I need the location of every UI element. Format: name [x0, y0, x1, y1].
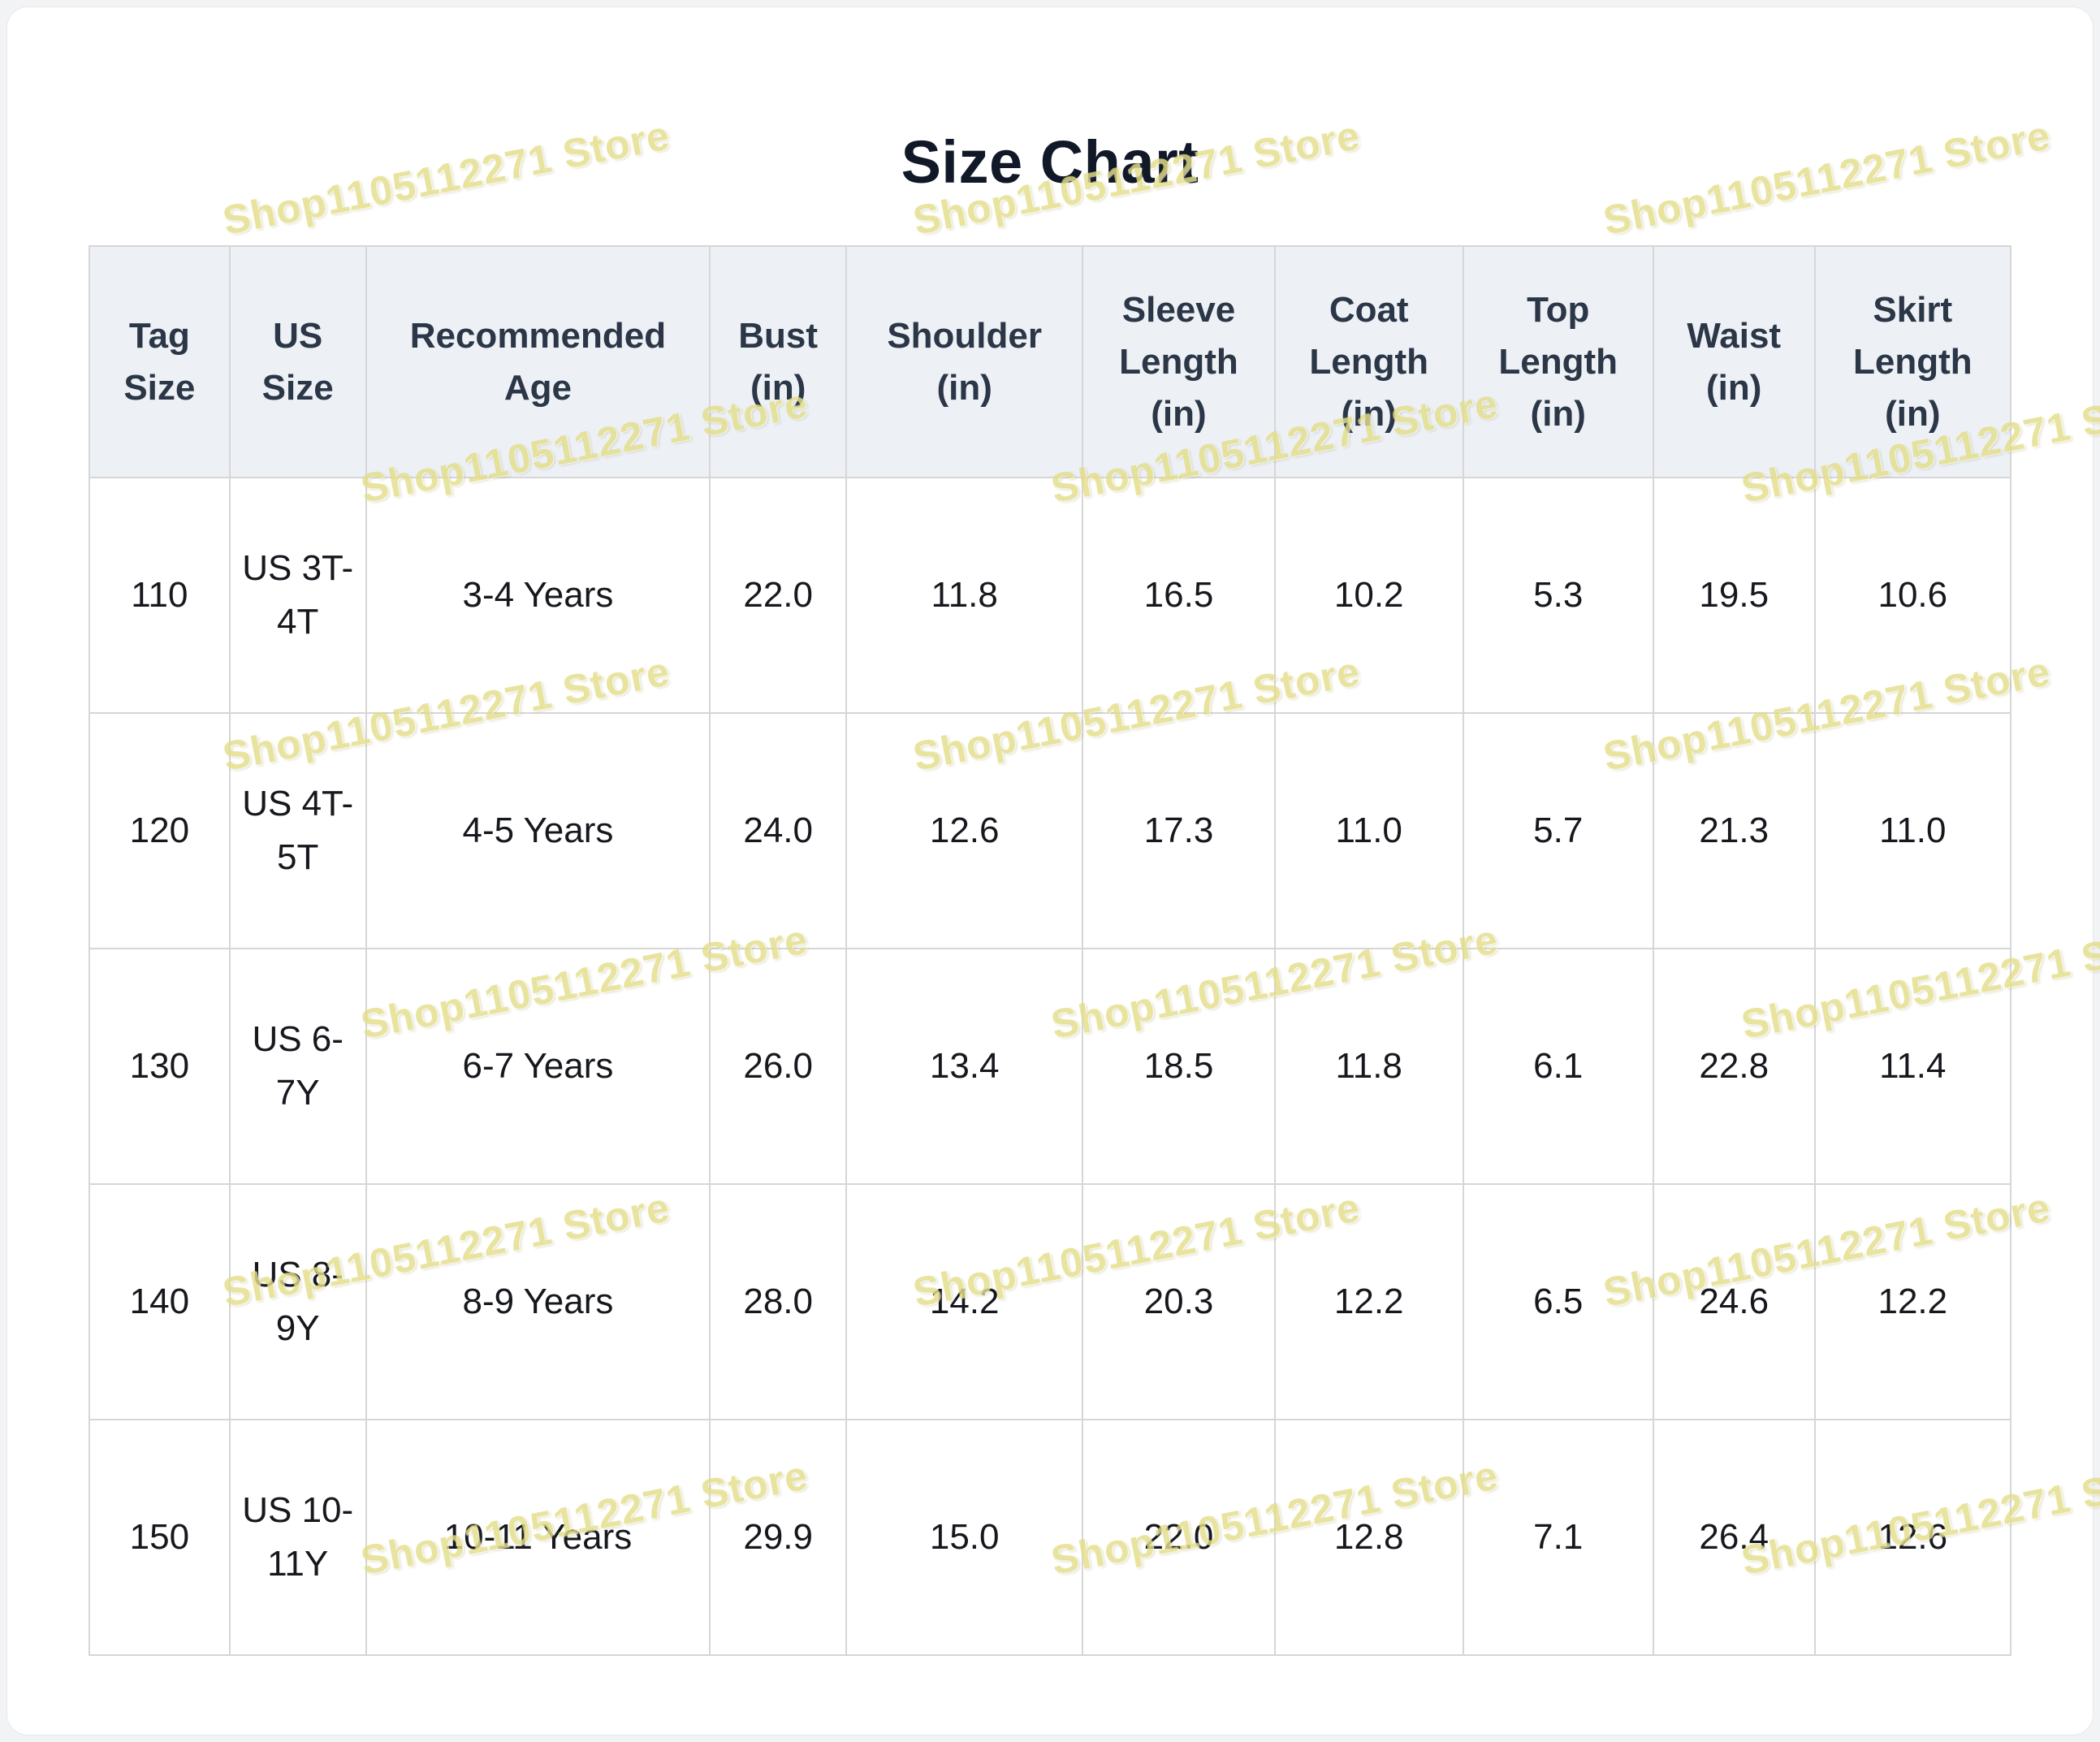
table-cell: 28.0 — [709, 1183, 848, 1421]
column-header: Top Length (in) — [1462, 245, 1654, 479]
table-cell: 19.5 — [1652, 477, 1816, 715]
table-cell: 26.4 — [1652, 1419, 1816, 1657]
table-cell: 3-4 Years — [365, 477, 711, 715]
size-chart-card: Size Chart Tag Size US Size Recommended Ag… — [6, 6, 2094, 1736]
table-row: 120 US 4T-5T 4-5 Years 24.0 12.6 17.3 11.0 5.7 2… — [89, 712, 2012, 950]
column-header: Tag Size — [89, 245, 231, 479]
column-header: Coat Length (in) — [1273, 245, 1464, 479]
table-cell: 10-11 Years — [365, 1419, 711, 1657]
column-header: US Size — [228, 245, 367, 479]
table-header: Tag Size US Size Recommended Age Bust (in) S… — [89, 245, 2012, 479]
table-cell: 150 — [89, 1419, 231, 1657]
table-cell: 11.0 — [1813, 712, 2012, 950]
table-head-row: Tag Size US Size Recommended Age Bust (in) S… — [89, 245, 2012, 479]
table-cell: 11.0 — [1273, 712, 1464, 950]
table-cell: 12.2 — [1813, 1183, 2012, 1421]
table-row: 140 US 8-9Y 8-9 Years 28.0 14.2 20.3 12.2 6.5 24… — [89, 1183, 2012, 1421]
table-cell: 130 — [89, 948, 231, 1186]
table-cell: 26.0 — [709, 948, 848, 1186]
table-cell: 11.8 — [1273, 948, 1464, 1186]
table-cell: US 6-7Y — [228, 948, 367, 1186]
table-cell: US 3T-4T — [228, 477, 367, 715]
table-container: Tag Size US Size Recommended Age Bust (in) S… — [89, 245, 2012, 1657]
table-cell: 22.8 — [1652, 948, 1816, 1186]
table-row: 110 US 3T-4T 3-4 Years 22.0 11.8 16.5 10.2 5.3 1… — [89, 477, 2012, 715]
table-cell: US 4T-5T — [228, 712, 367, 950]
table-cell: 14.2 — [845, 1183, 1084, 1421]
table-cell: 6.5 — [1462, 1183, 1654, 1421]
table-row: 130 US 6-7Y 6-7 Years 26.0 13.4 18.5 11.8 6.1 22… — [89, 948, 2012, 1186]
table-cell: 21.3 — [1652, 712, 1816, 950]
table-cell: 22.0 — [709, 477, 848, 715]
size-chart-table: Tag Size US Size Recommended Age Bust (in) S… — [89, 245, 2012, 1657]
column-header: Waist (in) — [1652, 245, 1816, 479]
table-cell: 6.1 — [1462, 948, 1654, 1186]
table-cell: 8-9 Years — [365, 1183, 711, 1421]
table-cell: 22.0 — [1082, 1419, 1276, 1657]
table-cell: 12.6 — [845, 712, 1084, 950]
table-cell: 24.6 — [1652, 1183, 1816, 1421]
table-cell: 140 — [89, 1183, 231, 1421]
table-cell: 11.8 — [845, 477, 1084, 715]
table-cell: 5.7 — [1462, 712, 1654, 950]
table-cell: 6-7 Years — [365, 948, 711, 1186]
table-cell: US 10-11Y — [228, 1419, 367, 1657]
table-cell: 5.3 — [1462, 477, 1654, 715]
table-cell: 4-5 Years — [365, 712, 711, 950]
table-cell: 29.9 — [709, 1419, 848, 1657]
table-cell: 12.8 — [1273, 1419, 1464, 1657]
table-cell: 17.3 — [1082, 712, 1276, 950]
table-row: 150 US 10-11Y 10-11 Years 29.9 15.0 22.0 12.8 7… — [89, 1419, 2012, 1657]
table-cell: 24.0 — [709, 712, 848, 950]
table-cell: 10.6 — [1813, 477, 2012, 715]
table-cell: 13.4 — [845, 948, 1084, 1186]
column-header: Sleeve Length (in) — [1082, 245, 1276, 479]
table-cell: 7.1 — [1462, 1419, 1654, 1657]
table-cell: 15.0 — [845, 1419, 1084, 1657]
table-cell: 10.2 — [1273, 477, 1464, 715]
table-cell: 110 — [89, 477, 231, 715]
page-title: Size Chart — [901, 128, 1199, 196]
table-cell: US 8-9Y — [228, 1183, 367, 1421]
column-header: Shoulder (in) — [845, 245, 1084, 479]
column-header: Bust (in) — [709, 245, 848, 479]
table-cell: 20.3 — [1082, 1183, 1276, 1421]
table-cell: 12.6 — [1813, 1419, 2012, 1657]
column-header: Skirt Length (in) — [1813, 245, 2012, 479]
column-header: Recommended Age — [365, 245, 711, 479]
table-cell: 18.5 — [1082, 948, 1276, 1186]
table-cell: 12.2 — [1273, 1183, 1464, 1421]
table-cell: 16.5 — [1082, 477, 1276, 715]
table-body: 110 US 3T-4T 3-4 Years 22.0 11.8 16.5 10.2 5.3 1… — [89, 477, 2012, 1657]
table-cell: 120 — [89, 712, 231, 950]
table-cell: 11.4 — [1813, 948, 2012, 1186]
